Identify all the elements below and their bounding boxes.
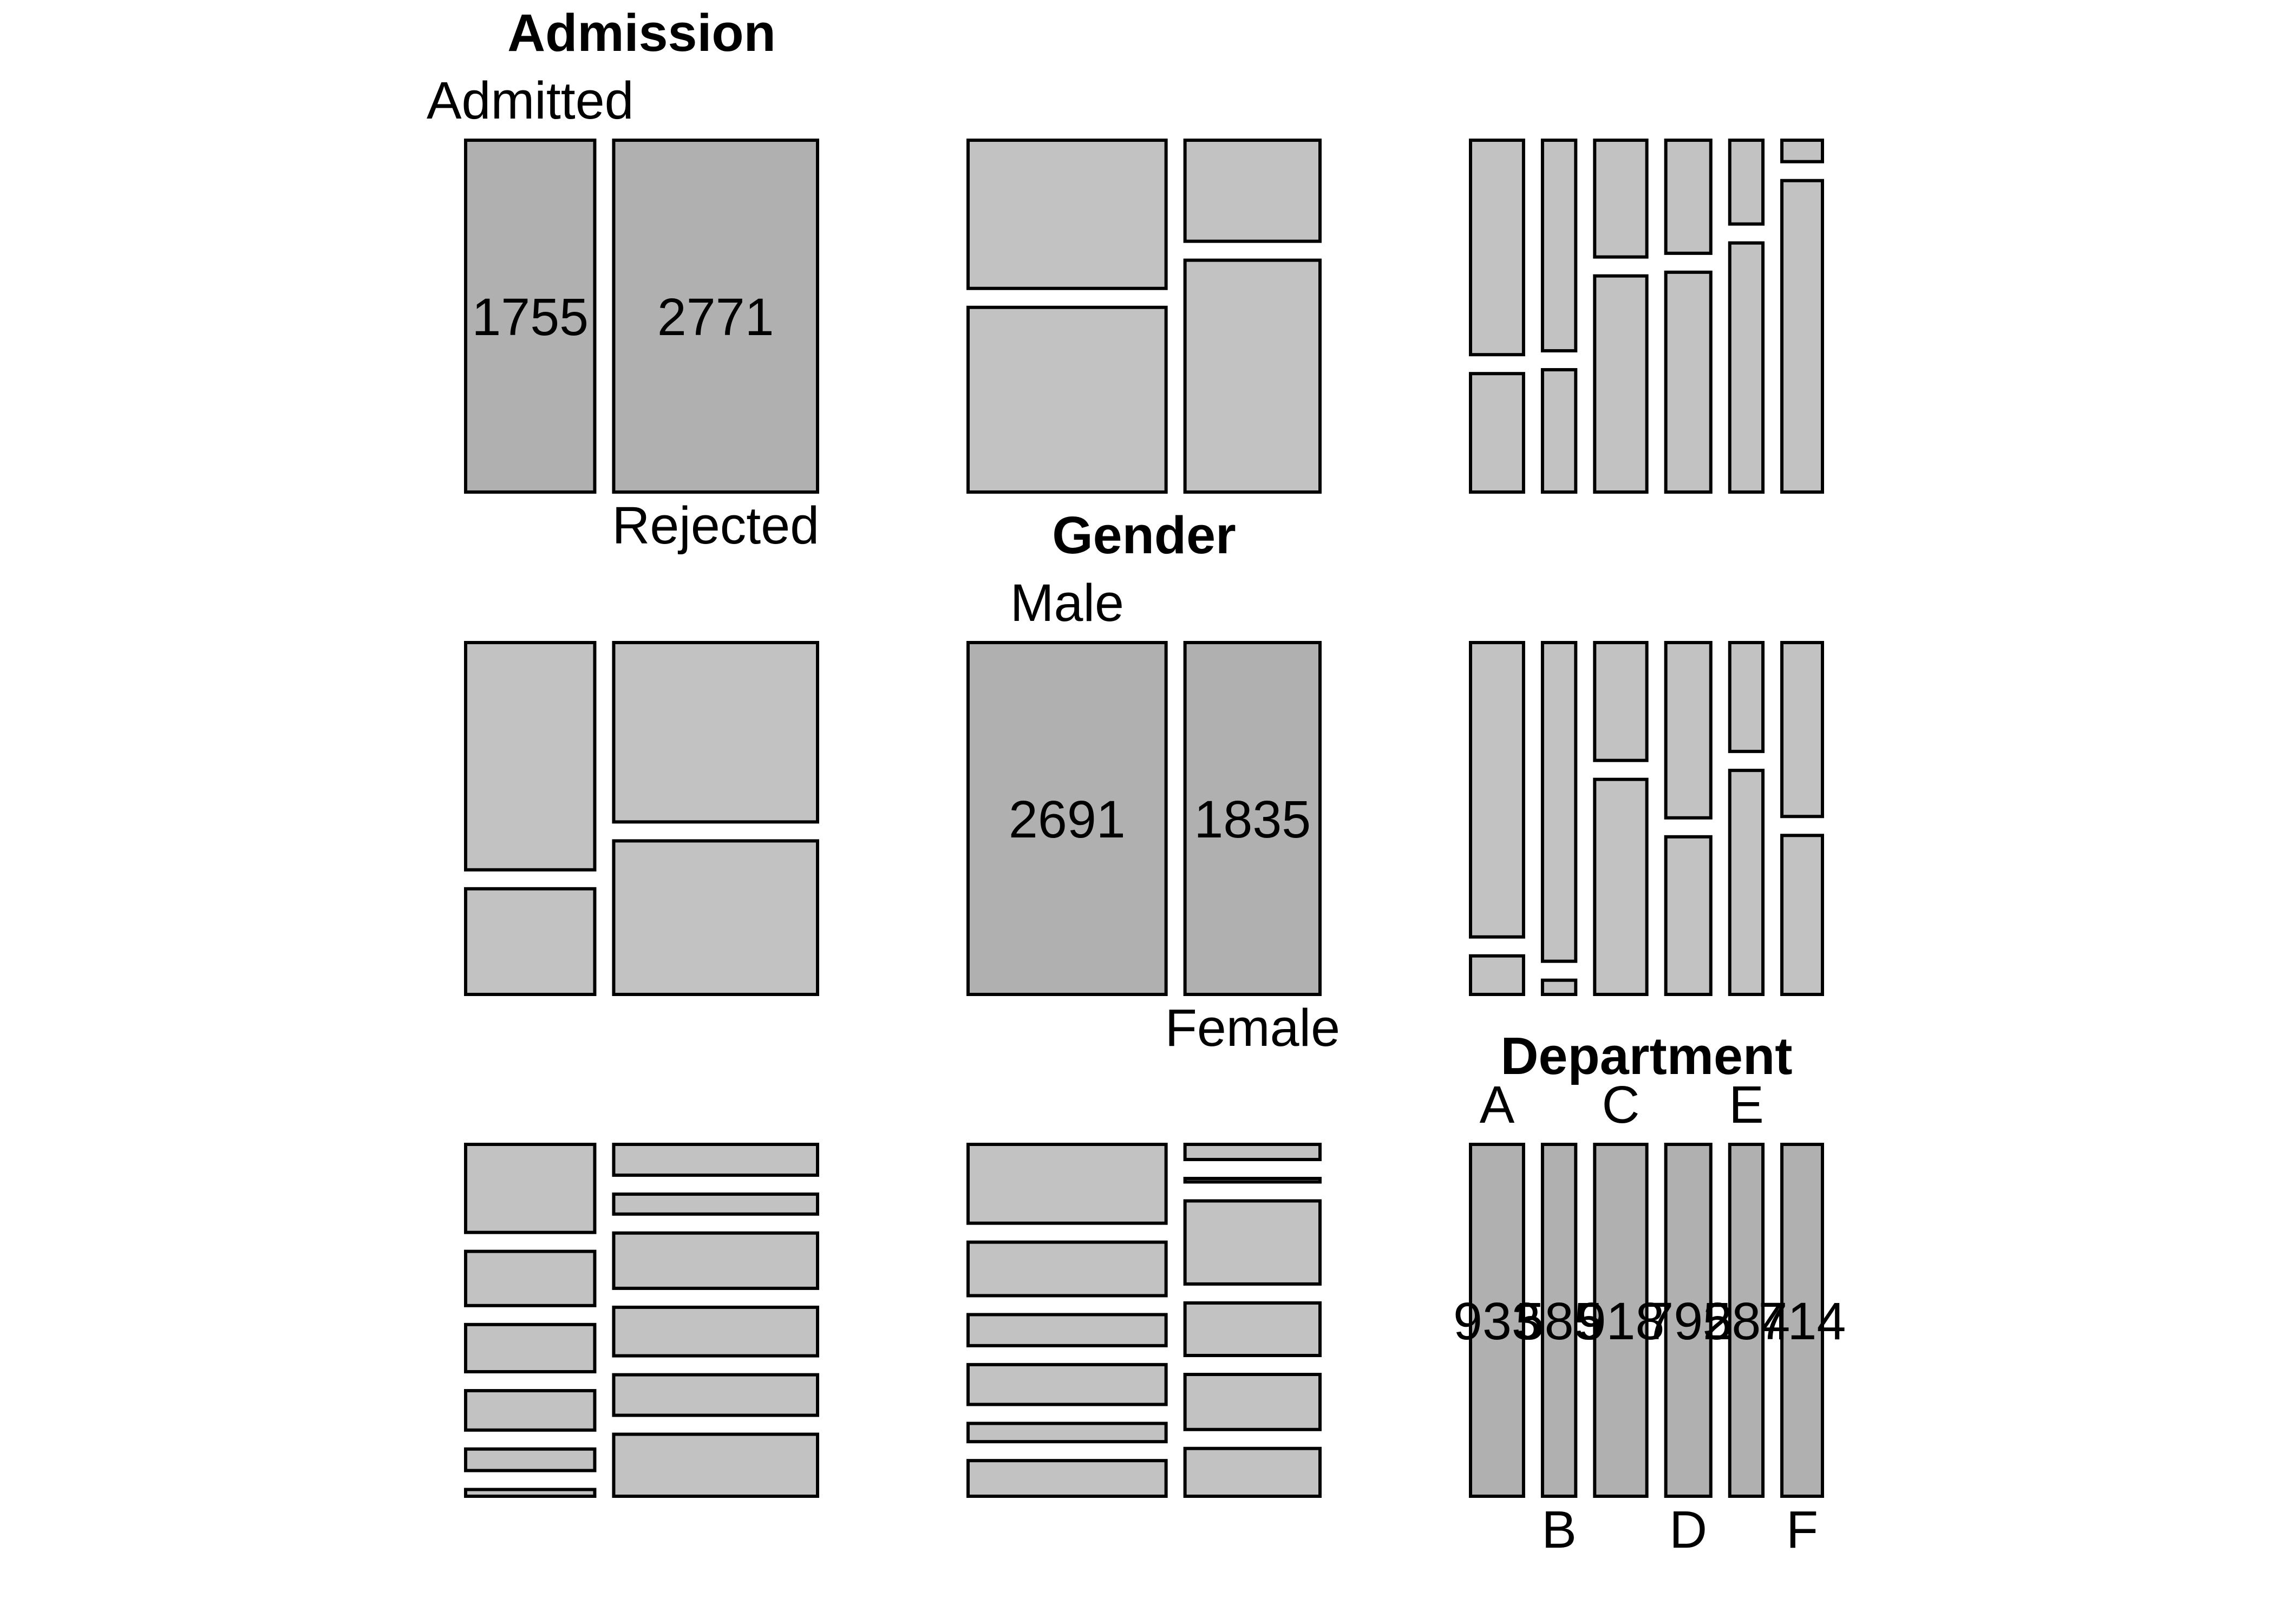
level-label-department-f: F bbox=[1786, 1500, 1818, 1559]
tile-gender-male-department-c bbox=[966, 1313, 1168, 1347]
tile-gender-female-department-f bbox=[1183, 1446, 1322, 1498]
tile-department-e-gender-female bbox=[1728, 769, 1765, 996]
tile-gender-male-department-f bbox=[966, 1459, 1168, 1498]
diagonal-bar-admission-admitted bbox=[464, 139, 597, 494]
count-label-admission-admitted: 1755 bbox=[472, 287, 589, 346]
tile-gender-female-department-d bbox=[1183, 1301, 1322, 1358]
mosaic-cells bbox=[464, 139, 1824, 1498]
tile-department-a-gender-female bbox=[1469, 954, 1525, 997]
tile-admission-rejected-gender-female bbox=[612, 839, 819, 997]
tile-department-d-admission-admitted bbox=[1664, 139, 1713, 255]
tile-department-f-admission-admitted bbox=[1780, 139, 1824, 163]
count-label-department-e: 584 bbox=[1702, 1292, 1790, 1351]
tile-admission-admitted-department-f bbox=[464, 1488, 597, 1498]
diagonal-bar-department-d bbox=[1664, 1143, 1713, 1498]
tile-admission-rejected-gender-male bbox=[612, 641, 819, 824]
diagonal-bar-department-b bbox=[1540, 1143, 1578, 1498]
diagonal-bar-department-e bbox=[1728, 1143, 1765, 1498]
tile-admission-admitted-department-a bbox=[464, 1143, 597, 1234]
tile-department-d-admission-rejected bbox=[1664, 270, 1713, 494]
level-label-department-b: B bbox=[1541, 1500, 1577, 1559]
tile-department-d-gender-female bbox=[1664, 835, 1713, 996]
tile-gender-male-admission-rejected bbox=[966, 305, 1168, 494]
tile-department-a-gender-male bbox=[1469, 641, 1525, 939]
tile-department-f-admission-rejected bbox=[1780, 179, 1824, 494]
tile-admission-rejected-department-b bbox=[612, 1192, 819, 1216]
variable-title-admission: Admission bbox=[507, 3, 776, 62]
tile-gender-female-department-c bbox=[1183, 1199, 1322, 1286]
tile-gender-female-department-b bbox=[1183, 1176, 1322, 1184]
count-label-gender-female: 1835 bbox=[1194, 790, 1311, 849]
diagonal-bar-gender-female bbox=[1183, 641, 1322, 996]
tile-department-f-gender-female bbox=[1780, 834, 1824, 996]
tile-department-f-gender-male bbox=[1780, 641, 1824, 818]
diagonal-bar-department-a bbox=[1469, 1143, 1525, 1498]
tile-admission-rejected-department-e bbox=[612, 1373, 819, 1417]
mosaic-labels: 1755 Admitted 2771 Rejected Admission 2691 Mal… bbox=[427, 3, 1846, 1559]
count-label-department-d: 792 bbox=[1644, 1292, 1732, 1351]
tile-department-d-gender-male bbox=[1664, 641, 1713, 820]
tile-gender-male-admission-admitted bbox=[966, 139, 1168, 290]
diagonal-bar-gender-male bbox=[966, 641, 1168, 996]
level-label-department-a: A bbox=[1480, 1075, 1515, 1134]
tile-department-c-gender-female bbox=[1593, 777, 1649, 996]
level-label-department-c: C bbox=[1602, 1075, 1639, 1134]
tile-admission-rejected-department-f bbox=[612, 1432, 819, 1498]
level-label-department-e: E bbox=[1729, 1075, 1764, 1134]
tile-department-b-admission-rejected bbox=[1540, 368, 1578, 494]
tile-gender-male-department-b bbox=[966, 1240, 1168, 1298]
tile-admission-rejected-department-d bbox=[612, 1305, 819, 1358]
tile-department-e-gender-male bbox=[1728, 641, 1765, 754]
tile-department-c-admission-admitted bbox=[1593, 139, 1649, 259]
tile-department-e-admission-rejected bbox=[1728, 241, 1765, 494]
tile-department-a-admission-admitted bbox=[1469, 139, 1525, 357]
tile-gender-female-admission-rejected bbox=[1183, 258, 1322, 494]
tile-gender-male-department-d bbox=[966, 1363, 1168, 1406]
level-label-admission-rejected: Rejected bbox=[612, 496, 819, 555]
tile-department-b-admission-admitted bbox=[1540, 139, 1578, 352]
diagonal-bar-admission-rejected bbox=[612, 139, 819, 494]
tile-gender-female-department-e bbox=[1183, 1373, 1322, 1431]
tile-gender-male-department-e bbox=[966, 1422, 1168, 1444]
tile-department-e-admission-admitted bbox=[1728, 139, 1765, 226]
tile-admission-admitted-department-e bbox=[464, 1447, 597, 1472]
count-label-department-b: 585 bbox=[1515, 1292, 1603, 1351]
tile-department-c-gender-male bbox=[1593, 641, 1649, 762]
tile-department-c-admission-rejected bbox=[1593, 274, 1649, 494]
tile-department-a-admission-rejected bbox=[1469, 372, 1525, 494]
level-label-department-d: D bbox=[1669, 1500, 1707, 1559]
diagonal-bar-department-f bbox=[1780, 1143, 1824, 1498]
count-label-department-a: 933 bbox=[1453, 1292, 1541, 1351]
level-label-gender-female: Female bbox=[1165, 998, 1340, 1057]
tile-admission-admitted-gender-male bbox=[464, 641, 597, 872]
level-label-gender-male: Male bbox=[1010, 573, 1124, 632]
tile-gender-female-department-a bbox=[1183, 1143, 1322, 1161]
count-label-department-f: 714 bbox=[1759, 1292, 1846, 1351]
tile-admission-admitted-department-b bbox=[464, 1249, 597, 1307]
count-label-gender-male: 2691 bbox=[1009, 790, 1126, 849]
tile-admission-admitted-department-d bbox=[464, 1389, 597, 1432]
tile-department-b-gender-male bbox=[1540, 641, 1578, 963]
count-label-department-c: 918 bbox=[1577, 1292, 1665, 1351]
tile-department-b-gender-female bbox=[1540, 978, 1578, 996]
tile-gender-female-admission-admitted bbox=[1183, 139, 1322, 243]
tile-admission-rejected-department-c bbox=[612, 1231, 819, 1290]
level-label-admission-admitted: Admitted bbox=[427, 71, 634, 130]
tile-admission-rejected-department-a bbox=[612, 1143, 819, 1177]
tile-admission-admitted-gender-female bbox=[464, 887, 597, 997]
variable-title-department: Department bbox=[1501, 1026, 1793, 1085]
tile-gender-male-department-a bbox=[966, 1143, 1168, 1225]
diagonal-bar-department-c bbox=[1593, 1143, 1649, 1498]
variable-title-gender: Gender bbox=[1052, 506, 1236, 565]
count-label-admission-rejected: 2771 bbox=[657, 287, 774, 346]
tile-admission-admitted-department-c bbox=[464, 1322, 597, 1373]
